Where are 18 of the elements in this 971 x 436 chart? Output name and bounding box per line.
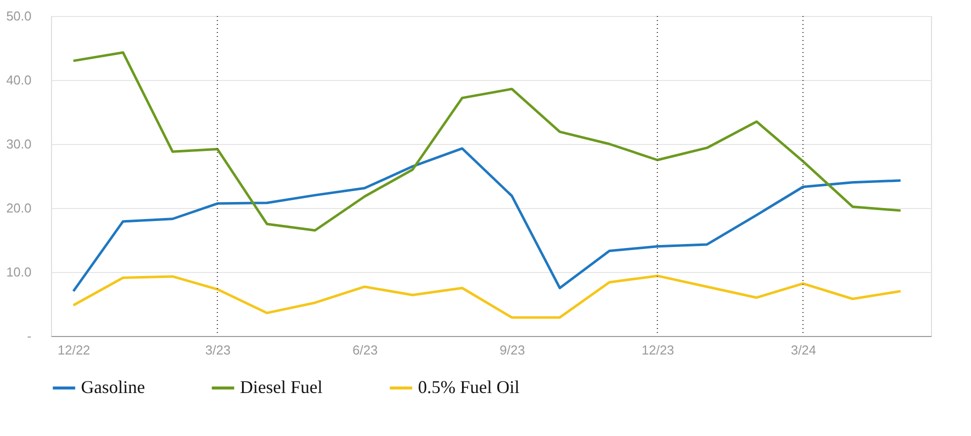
y-tick-label: 30.0	[6, 136, 32, 152]
x-tick-label: 6/23	[352, 342, 378, 358]
x-tick-label: 12/23	[642, 342, 674, 358]
x-tick-label: 3/23	[205, 342, 231, 358]
line-series	[72, 51, 902, 232]
x-tick-label: 3/24	[790, 342, 816, 358]
legend-label: Gasoline	[81, 377, 145, 397]
y-tick-label: 40.0	[6, 72, 32, 88]
y-tick-label: 20.0	[6, 200, 32, 216]
legend-label: Diesel Fuel	[240, 377, 322, 397]
line-series	[72, 274, 902, 319]
y-tick-label: 10.0	[6, 264, 32, 280]
y-tick-label: -	[27, 328, 32, 344]
line-series	[72, 147, 902, 292]
y-tick-label: 50.0	[6, 8, 32, 24]
x-tick-label: 9/23	[500, 342, 525, 358]
x-tick-label: 12/22	[58, 342, 90, 358]
legend-label: 0.5% Fuel Oil	[418, 377, 520, 397]
